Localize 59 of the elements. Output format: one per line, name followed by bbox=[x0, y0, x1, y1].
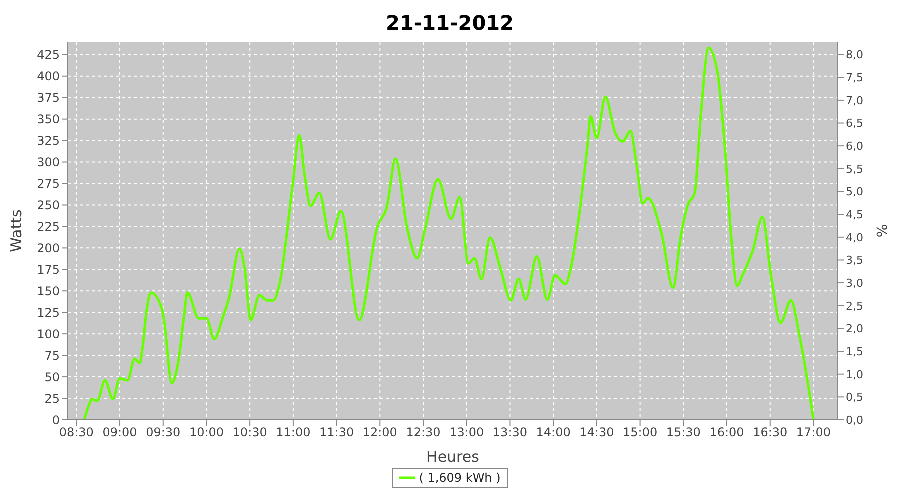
x-tick-label: 12:00 bbox=[362, 426, 398, 440]
y2-tick-label: 3,0 bbox=[846, 276, 864, 290]
y-tick-label: 25 bbox=[44, 392, 60, 406]
y2-tick-label: 4,5 bbox=[846, 208, 864, 222]
x-tick-label: 11:00 bbox=[276, 426, 311, 440]
y2-tick-label: 2,0 bbox=[846, 322, 864, 336]
x-tick-label: 15:00 bbox=[623, 426, 658, 440]
y-tick-label: 325 bbox=[37, 134, 60, 148]
legend-label: ( 1,609 kWh ) bbox=[419, 471, 501, 485]
y2-tick-label: 6,5 bbox=[846, 117, 864, 130]
y2-tick-label: 6,0 bbox=[846, 140, 864, 153]
x-tick-label: 09:00 bbox=[102, 426, 138, 440]
y-tick-label: 225 bbox=[37, 220, 60, 234]
y-tick-label: 350 bbox=[37, 112, 60, 127]
y2-tick-label: 1,0 bbox=[846, 368, 864, 382]
y-tick-label: 300 bbox=[37, 156, 60, 170]
y-tick-label: 425 bbox=[37, 48, 60, 62]
x-tick-label: 16:00 bbox=[710, 426, 744, 440]
y-tick-label: 100 bbox=[37, 327, 60, 342]
y2-tick-label: 2,5 bbox=[846, 300, 864, 313]
x-tick-label: 12:30 bbox=[406, 426, 441, 440]
line-series bbox=[83, 46, 815, 420]
x-tick-label: 17:00 bbox=[796, 426, 832, 440]
y2-tick-label: 7,5 bbox=[846, 72, 864, 85]
x-tick-label: 14:00 bbox=[536, 426, 571, 440]
y-tick-label: 175 bbox=[37, 262, 60, 277]
x-tick-label: 13:00 bbox=[450, 426, 484, 440]
x-tick-label: 15:30 bbox=[666, 426, 701, 440]
y2-axis-title: % bbox=[873, 224, 890, 238]
y2-tick-label: 5,0 bbox=[846, 186, 864, 199]
x-tick-label: 11:30 bbox=[320, 426, 354, 440]
y2-tick-label: 3,5 bbox=[846, 254, 864, 268]
y-tick-label: 0 bbox=[52, 413, 60, 428]
chart-title: 21-11-2012 bbox=[385, 10, 515, 37]
x-tick-label: 14:30 bbox=[580, 426, 614, 440]
y-tick-label: 50 bbox=[44, 370, 60, 384]
x-tick-label: 10:00 bbox=[189, 426, 224, 440]
y-tick-label: 250 bbox=[37, 198, 60, 212]
x-tick-label: 08:30 bbox=[59, 426, 94, 440]
x-tick-label: 10:30 bbox=[232, 426, 268, 440]
y2-tick-label: 7,0 bbox=[846, 94, 864, 108]
x-axis-title: Heures bbox=[426, 448, 480, 466]
y-tick-label: 375 bbox=[37, 91, 60, 106]
y2-tick-label: 0,5 bbox=[846, 391, 864, 404]
y2-tick-label: 5,5 bbox=[846, 162, 864, 176]
y-tick-label: 400 bbox=[37, 70, 60, 84]
y-axis-title: Watts bbox=[7, 210, 26, 252]
y2-tick-label: 4,0 bbox=[846, 231, 864, 244]
y-tick-label: 125 bbox=[37, 306, 60, 320]
x-tick-label: 16:30 bbox=[753, 426, 788, 440]
y-tick-label: 200 bbox=[37, 241, 60, 256]
y2-tick-label: 0,0 bbox=[846, 414, 864, 427]
y2-tick-label: 1,5 bbox=[846, 345, 864, 358]
y-tick-label: 150 bbox=[37, 284, 60, 298]
y-tick-label: 75 bbox=[44, 348, 60, 363]
y2-tick-label: 8,0 bbox=[846, 48, 864, 62]
x-tick-label: 13:30 bbox=[492, 426, 528, 440]
y-tick-label: 275 bbox=[37, 177, 60, 192]
x-tick-label: 09:30 bbox=[146, 426, 181, 440]
